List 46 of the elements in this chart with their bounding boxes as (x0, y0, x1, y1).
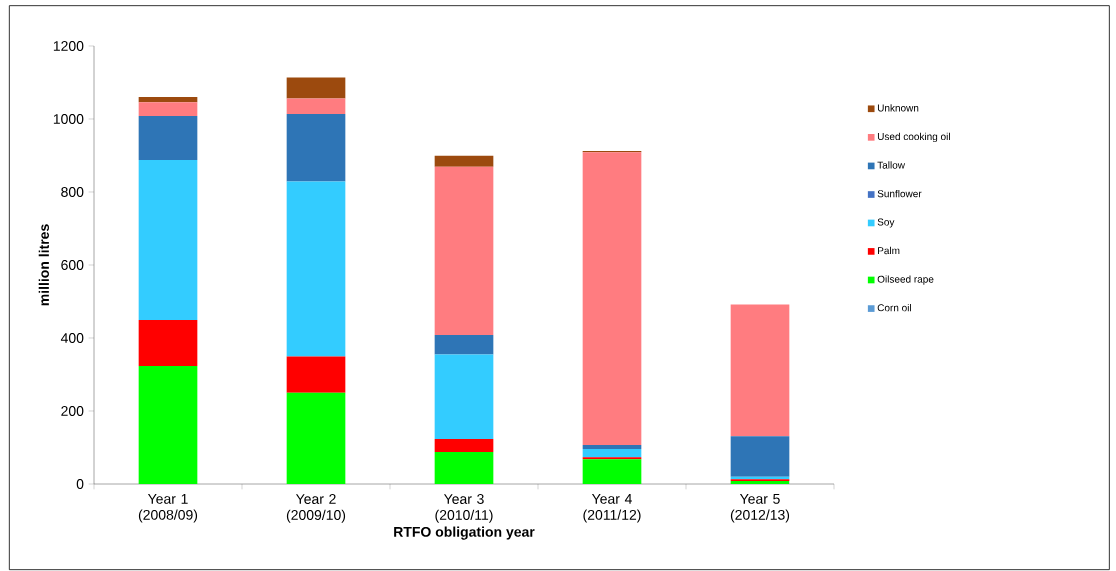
bar (138, 97, 198, 103)
legend-label: Tallow (877, 161, 905, 169)
bar (434, 439, 494, 452)
y-tick-label: 400 (60, 333, 84, 343)
bar (582, 448, 642, 458)
legend-label: Corn oil (877, 303, 911, 312)
legend-label: Soy (877, 218, 895, 228)
bar (138, 320, 198, 367)
bar (582, 152, 642, 445)
legend-label: Palm (878, 246, 900, 255)
bar (286, 77, 346, 99)
x-tick-label: Year 3 (2010/11) (435, 494, 493, 523)
y-tick-label: 600 (61, 260, 84, 270)
bar (582, 444, 642, 449)
bar (434, 335, 494, 355)
bar (286, 113, 346, 182)
bar (286, 181, 346, 357)
y-tick-label: 1200 (53, 41, 84, 51)
legend-label: Sunflower (877, 189, 922, 198)
legend-label: Used cooking oil (877, 132, 950, 143)
legend-label: Unknown (877, 104, 919, 112)
bar (138, 366, 198, 484)
x-tick-label: Year 5 (2012/13) (730, 494, 790, 523)
x-axis-title: RTFO obligation year (394, 526, 535, 540)
bar (138, 102, 198, 117)
bar (434, 451, 494, 484)
bar (434, 166, 494, 336)
bar (434, 155, 494, 167)
y-tick-label: 0 (76, 479, 84, 489)
y-tick-label: 800 (61, 187, 84, 197)
x-tick-label: Year 2 (2009/10) (286, 494, 346, 523)
y-tick-label: 1000 (53, 114, 84, 124)
x-tick-label: Year 4 (2011/12) (583, 494, 641, 523)
y-axis-title: million litres (38, 224, 49, 306)
legend-label: Oilseed rape (877, 275, 934, 285)
bar (286, 356, 346, 393)
bar (730, 436, 790, 477)
bar (434, 354, 494, 440)
bar (730, 304, 790, 437)
x-tick-label: Year 1 (2008/09) (138, 494, 198, 523)
y-tick-label: 200 (61, 406, 84, 416)
bar (286, 392, 346, 484)
bar (582, 459, 642, 484)
bar (138, 159, 198, 321)
bar (138, 116, 198, 160)
bar (286, 98, 346, 114)
